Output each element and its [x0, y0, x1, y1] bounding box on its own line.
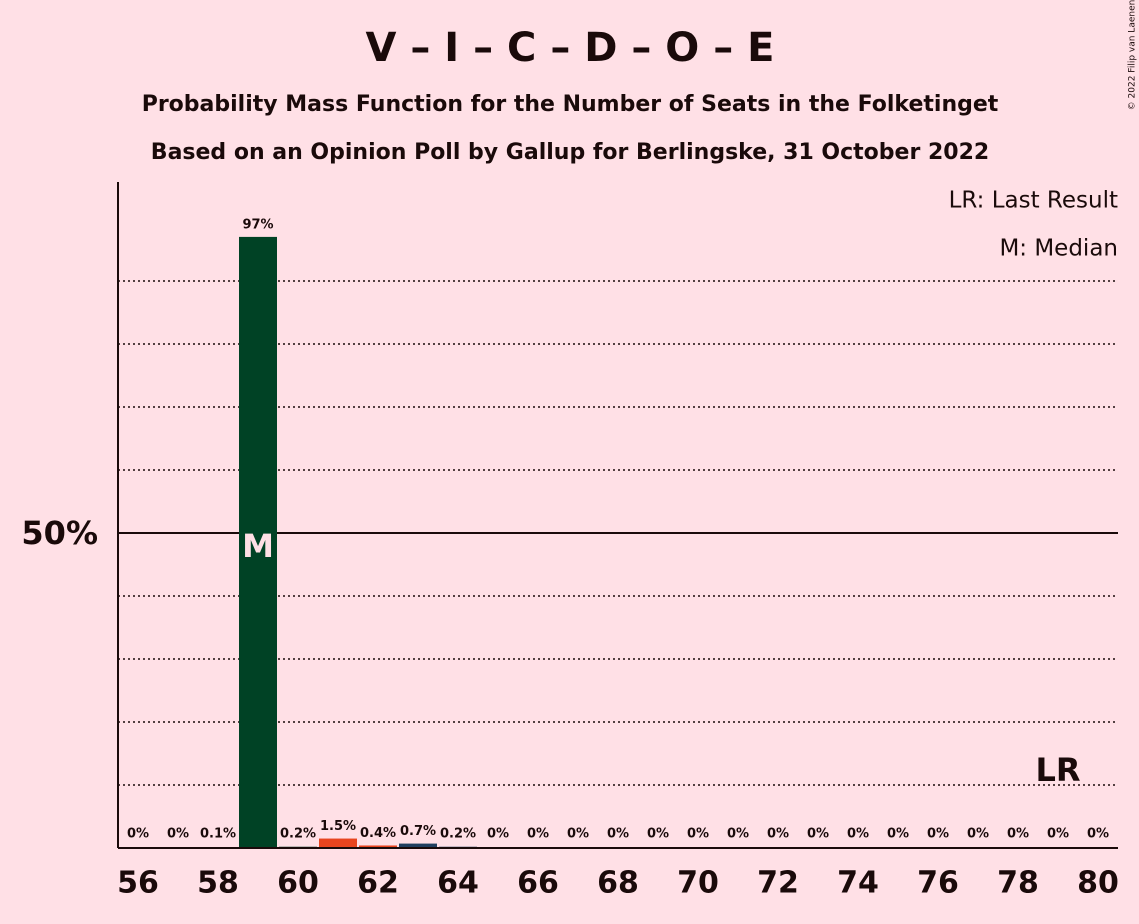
value-label: 0.2%: [440, 827, 476, 842]
bar: [399, 843, 437, 848]
value-label: 0%: [1047, 827, 1069, 842]
value-label: 0%: [567, 827, 589, 842]
legend-entry: LR: Last Result: [949, 188, 1118, 214]
x-tick-label: 76: [917, 866, 959, 901]
x-tick-label: 78: [997, 866, 1039, 901]
bar: [359, 845, 397, 848]
x-tick-label: 56: [117, 866, 159, 901]
value-label: 1.5%: [320, 819, 356, 834]
x-tick-label: 58: [197, 866, 239, 901]
x-tick-label: 64: [437, 866, 479, 901]
x-tick-label: 62: [357, 866, 399, 901]
value-label: 0%: [527, 827, 549, 842]
value-label: 0%: [647, 827, 669, 842]
bar: [239, 236, 277, 848]
chart-subtitle: Based on an Opinion Poll by Gallup for B…: [151, 140, 989, 165]
last-result-marker: LR: [1035, 751, 1080, 789]
x-tick-label: 68: [597, 866, 639, 901]
value-label: 0.7%: [400, 824, 436, 839]
value-label: 0%: [1007, 827, 1029, 842]
value-label: 0%: [167, 827, 189, 842]
x-tick-label: 80: [1077, 866, 1119, 901]
chart-subtitle: Probability Mass Function for the Number…: [142, 92, 999, 117]
value-label: 0%: [847, 827, 869, 842]
chart-title: V – I – C – D – O – E: [366, 25, 775, 71]
legend-entry: M: Median: [999, 236, 1118, 262]
value-label: 97%: [242, 217, 273, 232]
value-label: 0%: [487, 827, 509, 842]
x-tick-label: 72: [757, 866, 799, 901]
value-label: 0%: [127, 827, 149, 842]
value-label: 0.4%: [360, 826, 396, 841]
value-label: 0%: [1087, 827, 1109, 842]
value-label: 0.1%: [200, 827, 236, 842]
value-label: 0%: [687, 827, 709, 842]
x-tick-label: 66: [517, 866, 559, 901]
value-label: 0%: [807, 827, 829, 842]
value-label: 0%: [967, 827, 989, 842]
value-label: 0%: [767, 827, 789, 842]
y-tick-label: 50%: [21, 514, 98, 552]
value-label: 0%: [607, 827, 629, 842]
value-label: 0%: [727, 827, 749, 842]
value-label: 0%: [887, 827, 909, 842]
x-tick-label: 70: [677, 866, 719, 901]
x-tick-label: 74: [837, 866, 879, 901]
value-label: 0%: [927, 827, 949, 842]
bar: [319, 838, 357, 848]
median-marker: M: [242, 527, 274, 565]
value-label: 0.2%: [280, 827, 316, 842]
copyright: © 2022 Filip van Laenen: [1128, 0, 1138, 110]
x-tick-label: 60: [277, 866, 319, 901]
